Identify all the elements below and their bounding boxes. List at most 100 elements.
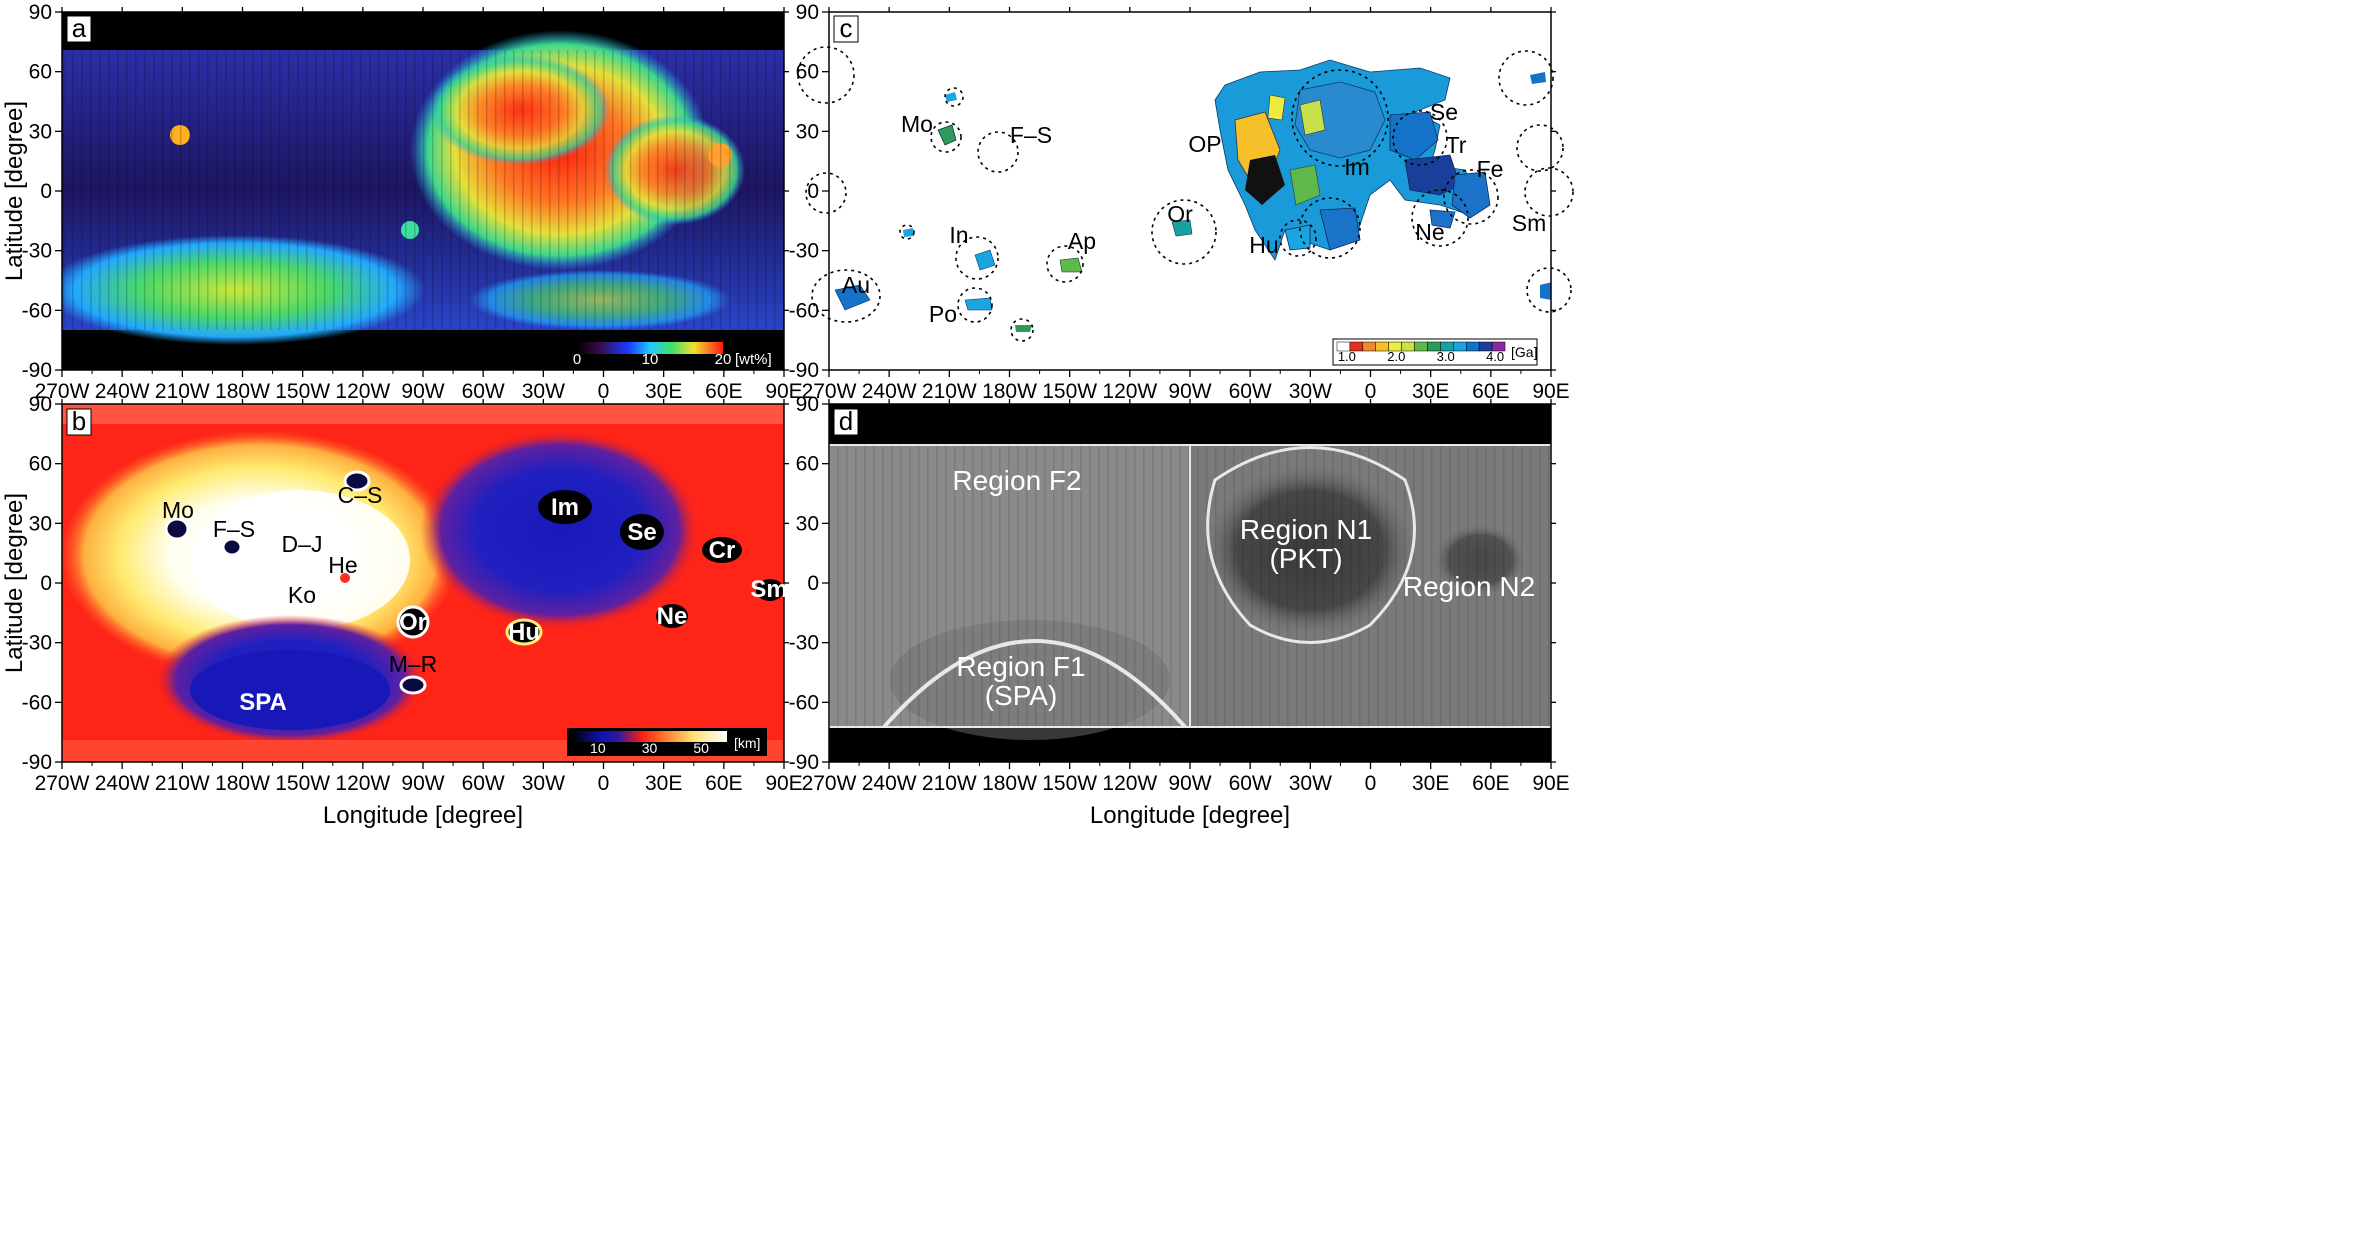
basin-label-ne: Ne (1415, 219, 1444, 245)
panel-d: d Region F2 Region F1 (SPA) Region N1 (P… (828, 403, 1552, 763)
y-tick-label: 0 (40, 180, 52, 203)
x-tick-label: 180W (215, 380, 270, 403)
y-tick-label: -60 (22, 299, 52, 322)
basin-label-ne: Ne (657, 603, 688, 630)
dark-unit (1245, 155, 1285, 205)
panel-a-label-box (66, 15, 92, 43)
y-tick-label: 90 (29, 393, 52, 416)
x-tick-label: 30W (522, 380, 565, 403)
basin-label-ap: Ap (1068, 228, 1096, 254)
colorbar-b-tick: 10 (590, 740, 606, 756)
y-tick-label: -60 (22, 691, 52, 714)
panel-b-colorbar: 10 30 50 [km] (567, 728, 767, 756)
colorbar-c-tick: 4.0 (1486, 349, 1504, 364)
nectaris-mare (1429, 209, 1456, 229)
north-pole-band (62, 404, 784, 424)
basin-label-cs: C–S (338, 482, 383, 508)
age-colorbar-swatch (1491, 341, 1506, 352)
panel-a: a 0 10 20 [wt%] (61, 11, 785, 371)
basin-label-cr: Cr (709, 537, 736, 564)
basin-rings (797, 46, 1574, 342)
artifact-stripes (62, 50, 784, 330)
x-tick-label: 210W (155, 380, 210, 403)
basin-label-hu: Hu (508, 619, 540, 646)
colorbar-c-unit: [Ga] (1511, 344, 1537, 360)
x-tick-label: 0 (1365, 380, 1377, 403)
x-tick-label: 240W (862, 772, 917, 795)
x-tick-label: 60W (462, 772, 505, 795)
age-colorbar (1336, 341, 1506, 352)
x-tick-label: 90W (1168, 772, 1211, 795)
x-tick-label: 90E (1532, 380, 1569, 403)
x-tick-label: 210W (922, 772, 977, 795)
x-axis-title-left: Longitude [degree] (323, 802, 523, 829)
spa-floor (190, 650, 390, 730)
fecunditatis-mare (1451, 171, 1491, 219)
x-tick-label: 210W (922, 380, 977, 403)
basin-label-im: Im (1344, 154, 1370, 180)
basin-markers (164, 470, 784, 695)
orientale-mare (1171, 219, 1193, 237)
panel-b-label: b (72, 406, 86, 436)
x-tick-label: 30W (1289, 380, 1332, 403)
x-tick-label: 240W (95, 772, 150, 795)
panel-a-colorbar: 0 10 20 [wt%] (573, 342, 772, 368)
basin-label-spa: SPA (239, 689, 287, 716)
y-tick-label: -30 (789, 632, 819, 655)
basin-label-im: Im (551, 494, 579, 521)
panel-b-basin-labels: Mo F–S C–S D–J He Ko Or M–R SPA Im Se Cr… (162, 482, 788, 716)
colorbar-b-tick: 30 (642, 740, 658, 756)
basin-label-mo: Mo (901, 111, 933, 137)
x-tick-label: 90E (765, 380, 802, 403)
y-tick-label: -60 (789, 691, 819, 714)
x-tick-label: 150W (275, 772, 330, 795)
colorbar-c-tick: 3.0 (1437, 349, 1455, 364)
thorium-colorbar (577, 342, 723, 354)
basin-label-mr: M–R (389, 651, 438, 677)
basin-label-sm: Sm (1512, 210, 1547, 236)
y-tick-label: -90 (789, 359, 819, 382)
y-tick-label: -90 (22, 751, 52, 774)
basin-label-or: Or (399, 609, 427, 636)
y-tick-label: 30 (29, 120, 52, 143)
y-axis-title-bottom: Latitude [degree] (1, 493, 28, 673)
age-colorbar-swatch (1362, 341, 1377, 352)
nearside-thin-crust (420, 430, 700, 630)
x-tick-label: 120W (1102, 772, 1157, 795)
basin-label-po: Po (929, 301, 957, 327)
y-tick-label: 90 (796, 1, 819, 24)
x-tick-label: 60W (1229, 772, 1272, 795)
x-tick-label: 60E (705, 380, 742, 403)
apollo-mare (1059, 257, 1083, 273)
region-n1-boundary (1206, 446, 1416, 644)
x-tick-label: 240W (95, 380, 150, 403)
basin-label-tr: Tr (1446, 132, 1467, 158)
age-colorbar-swatch (1453, 341, 1467, 352)
x-tick-label: 210W (155, 772, 210, 795)
y-tick-label: -90 (22, 359, 52, 382)
x-tick-label: 120W (1102, 380, 1157, 403)
x-tick-label: 180W (982, 772, 1037, 795)
axes: 270W 240W 210W 180W 150W 120W 90W 60W 30W 0 30E 60E… (22, 1, 1570, 795)
y-tick-label: 30 (29, 512, 52, 535)
y-tick-label: 30 (796, 512, 819, 535)
x-tick-label: 150W (1042, 380, 1097, 403)
y-tick-label: -30 (789, 240, 819, 263)
colorbar-b-tick: 50 (693, 740, 709, 756)
y-tick-label: 60 (29, 453, 52, 476)
x-tick-label: 150W (1042, 772, 1097, 795)
basin-label-se: Se (627, 519, 656, 546)
x-tick-label: 270W (802, 380, 857, 403)
panel-c-label-box (833, 15, 859, 43)
x-tick-label: 180W (982, 380, 1037, 403)
x-tick-label: 30E (1412, 380, 1449, 403)
x-tick-label: 60W (462, 380, 505, 403)
x-tick-label: 30W (522, 772, 565, 795)
x-tick-label: 30W (1289, 772, 1332, 795)
thickness-colorbar (572, 731, 727, 742)
x-tick-label: 270W (35, 772, 90, 795)
colorbar-c-tick: 2.0 (1387, 349, 1405, 364)
x-tick-label: 90W (401, 772, 444, 795)
basin-label-fe: Fe (1477, 156, 1504, 182)
